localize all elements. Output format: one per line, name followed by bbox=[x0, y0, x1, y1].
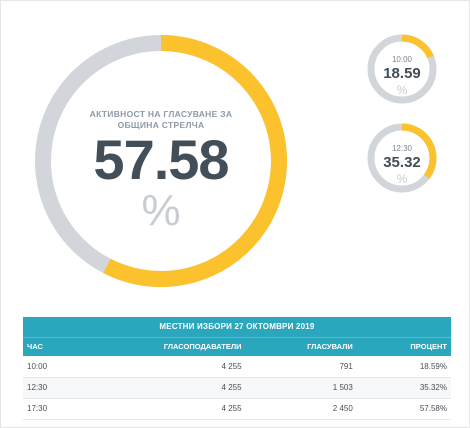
table-caption: МЕСТНИ ИЗБОРИ 27 ОКТОМВРИ 2019 bbox=[23, 317, 451, 337]
main-gauge-unit: % bbox=[141, 186, 181, 235]
turnout-gauge-12-30 bbox=[367, 123, 437, 193]
col-header-voted: ГЛАСУВАЛИ bbox=[245, 336, 357, 356]
cell-percent: 35.32% bbox=[356, 377, 451, 399]
turnout-table: МЕСТНИ ИЗБОРИ 27 ОКТОМВРИ 2019 ЧАС ГЛАСО… bbox=[23, 317, 451, 420]
small-gauge-time: 12:30 bbox=[391, 144, 413, 153]
main-gauge-title: АКТИВНОСТ НА ГЛАСУВАНЕ ЗА ОБЩИНА СТРЕЛЧА bbox=[89, 109, 233, 130]
cell-percent: 57.58% bbox=[356, 398, 451, 420]
small-gauge-fill bbox=[401, 34, 434, 59]
small-gauge-fill bbox=[401, 123, 437, 179]
small-gauge-value: 18.59 bbox=[383, 65, 421, 82]
cell-voted: 2 450 bbox=[245, 398, 357, 420]
cell-time: 12:30 bbox=[23, 377, 118, 399]
small-gauge-value: 35.32 bbox=[383, 154, 421, 171]
cell-voters: 4 255 bbox=[117, 356, 246, 378]
main-turnout-gauge bbox=[35, 35, 287, 287]
cell-voted: 1 503 bbox=[245, 377, 357, 399]
table-row: 10:00 4 255 791 18.59% bbox=[23, 356, 451, 378]
cell-time: 10:00 bbox=[23, 356, 118, 378]
small-gauge-unit: % bbox=[396, 172, 408, 186]
col-header-time: ЧАС bbox=[23, 336, 118, 356]
small-gauge-unit: % bbox=[396, 83, 408, 97]
cell-time: 17:30 bbox=[23, 398, 118, 420]
cell-percent: 18.59% bbox=[356, 356, 451, 378]
cell-voted: 791 bbox=[245, 356, 357, 378]
col-header-percent: ПРОЦЕНТ bbox=[356, 336, 451, 356]
main-gauge-fill bbox=[103, 35, 287, 287]
cell-voters: 4 255 bbox=[117, 398, 246, 420]
col-header-voters: ГЛАСОПОДАВАТЕЛИ bbox=[117, 336, 246, 356]
table-row: 12:30 4 255 1 503 35.32% bbox=[23, 377, 451, 399]
cell-voters: 4 255 bbox=[117, 377, 246, 399]
main-gauge-value: 57.58 bbox=[93, 128, 229, 191]
small-gauge-time: 10:00 bbox=[391, 55, 413, 64]
turnout-gauge-10-00 bbox=[367, 34, 437, 104]
table-row: 17:30 4 255 2 450 57.58% bbox=[23, 398, 451, 420]
